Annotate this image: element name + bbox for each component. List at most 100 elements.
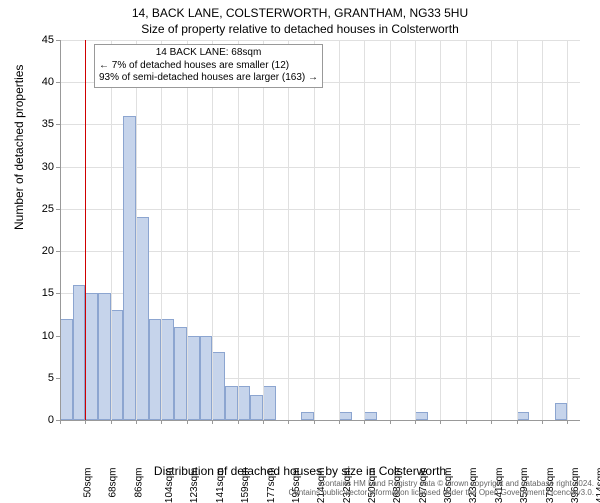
annotation-line-1: 14 BACK LANE: 68sqm	[99, 47, 318, 60]
y-tick-label: 15	[42, 287, 54, 299]
histogram-bar	[98, 293, 111, 420]
annotation-line-3: 93% of semi-detached houses are larger (…	[99, 72, 318, 85]
y-tick-mark	[56, 40, 60, 41]
gridline-v	[212, 40, 213, 420]
histogram-bar	[85, 293, 98, 420]
histogram-bar	[174, 327, 187, 420]
x-axis-label: Distribution of detached houses by size …	[0, 464, 600, 478]
y-tick-mark	[56, 378, 60, 379]
gridline-v	[567, 40, 568, 420]
gridline-h	[60, 124, 580, 125]
gridline-v	[466, 40, 467, 420]
gridline-v	[288, 40, 289, 420]
gridline-v	[161, 40, 162, 420]
histogram-bar	[136, 217, 149, 420]
y-tick-label: 10	[42, 330, 54, 342]
x-tick-mark	[542, 420, 543, 424]
footer-attribution: Contains HM Land Registry data © Crown c…	[288, 480, 594, 498]
gridline-h	[60, 40, 580, 41]
reference-line	[85, 40, 86, 420]
y-tick-mark	[56, 209, 60, 210]
histogram-bar	[250, 395, 263, 420]
y-tick-mark	[56, 82, 60, 83]
gridline-v	[390, 40, 391, 420]
gridline-v	[339, 40, 340, 420]
y-tick-label: 30	[42, 161, 54, 173]
x-tick-mark	[314, 420, 315, 424]
y-axis-line	[60, 40, 61, 420]
histogram-bar	[111, 310, 124, 420]
x-tick-mark	[111, 420, 112, 424]
x-tick-mark	[263, 420, 264, 424]
x-tick-mark	[390, 420, 391, 424]
gridline-v	[314, 40, 315, 420]
gridline-h	[60, 209, 580, 210]
gridline-v	[187, 40, 188, 420]
title-line-2: Size of property relative to detached ho…	[0, 22, 600, 36]
x-tick-mark	[85, 420, 86, 424]
plot-area: 14 BACK LANE: 68sqm← 7% of detached hous…	[60, 40, 580, 420]
y-tick-label: 0	[48, 414, 54, 426]
x-tick-mark	[339, 420, 340, 424]
histogram-bar	[415, 412, 428, 420]
x-tick-mark	[517, 420, 518, 424]
x-tick-mark	[161, 420, 162, 424]
histogram-bar	[73, 285, 86, 420]
histogram-bar	[263, 386, 276, 420]
histogram-bar	[555, 403, 568, 420]
y-tick-mark	[56, 293, 60, 294]
y-axis-label: Number of detached properties	[12, 65, 26, 230]
histogram-bar	[149, 319, 162, 420]
gridline-v	[263, 40, 264, 420]
annotation-line-2: ← 7% of detached houses are smaller (12)	[99, 60, 318, 73]
title-line-1: 14, BACK LANE, COLSTERWORTH, GRANTHAM, N…	[0, 6, 600, 20]
histogram-bar	[301, 412, 314, 420]
gridline-v	[440, 40, 441, 420]
x-tick-mark	[364, 420, 365, 424]
y-tick-label: 5	[48, 372, 54, 384]
x-tick-mark	[567, 420, 568, 424]
histogram-bar	[200, 336, 213, 420]
y-tick-label: 20	[42, 245, 54, 257]
x-tick-mark	[60, 420, 61, 424]
histogram-bar	[212, 352, 225, 420]
gridline-v	[136, 40, 137, 420]
histogram-bar	[60, 319, 73, 420]
chart-container: 14, BACK LANE, COLSTERWORTH, GRANTHAM, N…	[0, 0, 600, 500]
histogram-bar	[364, 412, 377, 420]
histogram-bar	[187, 336, 200, 420]
gridline-v	[517, 40, 518, 420]
y-tick-mark	[56, 167, 60, 168]
footer-line-2: Contains public sector information licen…	[288, 489, 594, 498]
y-tick-label: 35	[42, 118, 54, 130]
gridline-v	[415, 40, 416, 420]
x-tick-mark	[288, 420, 289, 424]
x-tick-mark	[212, 420, 213, 424]
gridline-v	[111, 40, 112, 420]
x-axis-line	[60, 420, 580, 421]
x-tick-mark	[136, 420, 137, 424]
y-tick-label: 40	[42, 76, 54, 88]
histogram-bar	[339, 412, 352, 420]
histogram-bar	[161, 319, 174, 420]
y-tick-mark	[56, 336, 60, 337]
y-tick-mark	[56, 124, 60, 125]
histogram-bar	[238, 386, 251, 420]
histogram-bar	[225, 386, 238, 420]
y-tick-mark	[56, 251, 60, 252]
x-tick-mark	[466, 420, 467, 424]
gridline-v	[491, 40, 492, 420]
x-tick-mark	[491, 420, 492, 424]
histogram-bar	[123, 116, 136, 420]
x-tick-mark	[415, 420, 416, 424]
gridline-v	[364, 40, 365, 420]
annotation-box: 14 BACK LANE: 68sqm← 7% of detached hous…	[94, 44, 323, 88]
x-tick-mark	[440, 420, 441, 424]
gridline-v	[542, 40, 543, 420]
gridline-h	[60, 167, 580, 168]
y-tick-label: 25	[42, 203, 54, 215]
x-tick-mark	[238, 420, 239, 424]
histogram-bar	[517, 412, 530, 420]
x-tick-mark	[187, 420, 188, 424]
gridline-v	[238, 40, 239, 420]
